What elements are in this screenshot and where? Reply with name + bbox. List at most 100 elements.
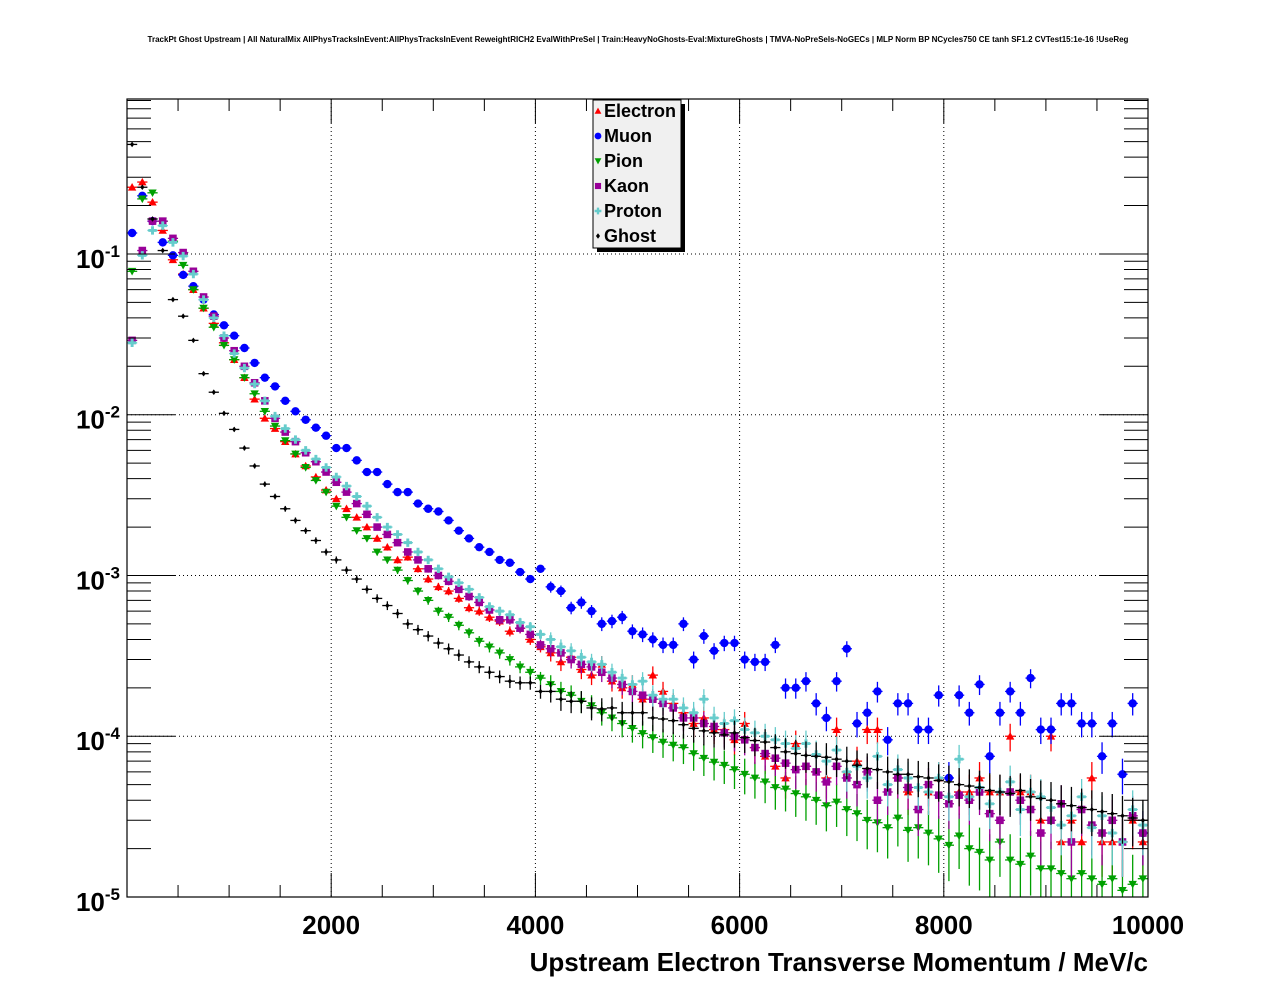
- legend-box: [592, 99, 682, 249]
- pion-marker: [771, 784, 780, 792]
- data-point: [627, 675, 638, 696]
- ghost-marker: [854, 762, 860, 769]
- pion-marker: [230, 356, 239, 364]
- muon-marker: [362, 467, 372, 477]
- pion-marker: [822, 802, 831, 810]
- ghost-marker: [1110, 810, 1115, 817]
- ghost-marker: [691, 725, 696, 732]
- muon-marker: [811, 699, 821, 708]
- proton-marker: [699, 694, 709, 704]
- data-point: [954, 813, 965, 870]
- data-point: [218, 341, 230, 350]
- kaon-marker: [352, 499, 361, 508]
- data-point: [443, 612, 454, 623]
- data-point: [1127, 693, 1138, 716]
- muon-marker: [546, 582, 555, 592]
- y-tick-label-1e-2: 10-2: [76, 403, 120, 435]
- electron-marker: [832, 725, 841, 733]
- pion-marker: [832, 798, 841, 807]
- pion-marker: [1077, 870, 1086, 878]
- muon-marker: [832, 676, 841, 686]
- proton-marker: [321, 463, 331, 472]
- kaon-marker: [444, 577, 453, 586]
- pion-marker: [1036, 865, 1045, 873]
- pion-marker: [383, 556, 392, 565]
- pion-marker: [740, 770, 749, 779]
- ghost-marker: [957, 781, 962, 788]
- ghost-marker: [364, 586, 370, 593]
- data-point: [668, 689, 679, 711]
- data-point: [494, 647, 505, 659]
- data-point: [402, 538, 413, 547]
- ghost-marker: [558, 696, 564, 702]
- kaon-marker: [465, 592, 473, 601]
- pion-marker: [863, 816, 872, 825]
- ghost-marker: [415, 626, 421, 633]
- data-point: [719, 635, 730, 652]
- data-point: [372, 467, 383, 477]
- muon-marker: [464, 534, 474, 543]
- muon-marker: [607, 616, 617, 626]
- legend-label-ghost: Ghost: [604, 226, 656, 246]
- data-point: [1107, 793, 1118, 842]
- data-point: [555, 585, 567, 598]
- muon-marker: [965, 708, 974, 717]
- data-point: [280, 437, 291, 445]
- muon-marker: [658, 640, 668, 650]
- data-point: [157, 247, 168, 254]
- data-point: [1056, 693, 1067, 716]
- ghost-marker: [405, 621, 410, 627]
- muon-marker: [1046, 725, 1056, 734]
- pion-marker: [975, 848, 984, 857]
- muon-marker: [281, 396, 290, 406]
- muon-marker: [648, 635, 658, 644]
- data-point: [576, 649, 587, 667]
- data-point: [862, 753, 873, 788]
- data-point: [1117, 795, 1128, 844]
- data-point: [770, 770, 781, 810]
- data-point: [239, 374, 250, 382]
- data-point: [525, 676, 536, 690]
- data-point: [494, 606, 505, 616]
- electron-marker: [505, 627, 515, 635]
- data-point: [1096, 742, 1108, 774]
- data-point: [617, 701, 628, 726]
- electron-marker: [434, 582, 443, 591]
- kaon-marker: [363, 510, 371, 519]
- proton-marker: [434, 564, 443, 574]
- data-point: [984, 834, 995, 897]
- data-point: [392, 566, 403, 575]
- ghost-marker: [875, 766, 880, 773]
- electron-marker: [485, 613, 494, 621]
- legend-marker-kaon: [594, 182, 602, 190]
- pion-marker: [148, 189, 157, 198]
- proton-marker: [954, 754, 964, 764]
- data-point: [463, 592, 475, 601]
- data-point: [300, 415, 311, 424]
- data-point: [790, 739, 801, 771]
- ghost-marker: [967, 783, 972, 789]
- data-point: [514, 661, 526, 674]
- pion-marker: [526, 668, 535, 677]
- data-point: [392, 538, 403, 547]
- data-point: [821, 706, 832, 732]
- pion-marker: [403, 577, 412, 585]
- data-point: [831, 744, 842, 778]
- ghost-marker: [1008, 790, 1013, 797]
- proton-marker: [648, 690, 658, 700]
- data-point: [923, 762, 934, 799]
- pion-marker: [903, 826, 913, 835]
- muon-marker: [934, 690, 943, 700]
- pion-marker: [965, 845, 974, 853]
- muon-marker: [801, 676, 811, 686]
- data-point: [341, 513, 352, 522]
- series-ghost: [127, 141, 1148, 850]
- data-point: [811, 742, 822, 774]
- data-point: [1056, 785, 1067, 830]
- pion-marker: [638, 730, 647, 738]
- y-tick-base: 10: [76, 887, 105, 917]
- muon-marker: [628, 627, 637, 636]
- data-point: [453, 649, 464, 661]
- data-point: [555, 689, 567, 711]
- ghost-marker: [517, 679, 523, 686]
